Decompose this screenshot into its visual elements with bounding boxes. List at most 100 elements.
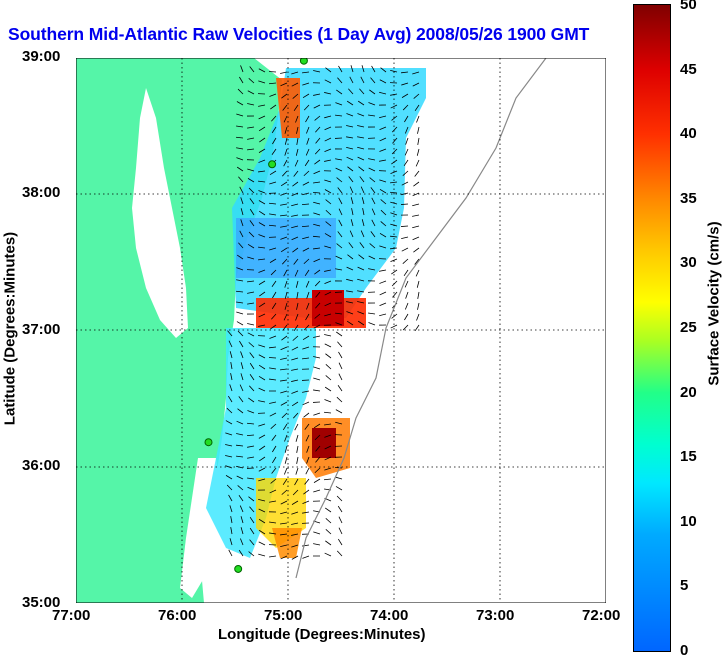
velocity-vector — [239, 186, 244, 194]
velocity-vector — [236, 433, 244, 436]
velocity-vector — [346, 301, 354, 304]
velocity-vector — [292, 489, 299, 496]
velocity-vector — [324, 386, 332, 392]
velocity-vector — [314, 434, 321, 441]
colorbar-tick: 20 — [680, 384, 697, 401]
velocity-vector — [237, 330, 244, 337]
velocity-vector — [269, 346, 277, 349]
velocity-vector — [291, 236, 299, 241]
velocity-vector — [284, 148, 288, 156]
velocity-vector — [346, 320, 354, 326]
velocity-vector — [284, 280, 288, 288]
velocity-vector — [324, 159, 332, 162]
velocity-vector — [401, 236, 409, 240]
velocity-vector — [227, 330, 233, 337]
velocity-vector — [280, 500, 288, 505]
velocity-vector — [258, 518, 266, 524]
velocity-vector — [404, 148, 409, 156]
map-title: Southern Mid-Atlantic Raw Velocities (1 … — [8, 24, 590, 44]
velocity-vector — [380, 199, 387, 205]
velocity-vector — [269, 412, 277, 417]
velocity-vector — [417, 291, 420, 299]
velocity-vector — [258, 498, 266, 502]
velocity-vector — [269, 93, 277, 97]
velocity-vector — [359, 176, 365, 183]
velocity-vector — [269, 258, 277, 263]
velocity-vector — [283, 313, 288, 321]
velocity-vector — [324, 269, 332, 272]
velocity-vector — [282, 170, 288, 177]
velocity-vector — [390, 235, 398, 238]
velocity-vector — [247, 90, 255, 95]
velocity-vector — [413, 181, 420, 187]
velocity-vector — [335, 114, 343, 117]
velocity-vector — [337, 187, 343, 194]
velocity-vector — [370, 187, 376, 194]
velocity-vector — [236, 455, 244, 458]
velocity-vector — [236, 101, 244, 106]
colorbar-tick: 5 — [680, 577, 689, 594]
velocity-vector — [357, 146, 365, 150]
velocity-vector — [225, 420, 233, 425]
velocity-vector — [379, 126, 387, 131]
velocity-vector — [324, 233, 332, 238]
velocity-vector — [325, 353, 332, 359]
velocity-vector — [313, 423, 321, 429]
velocity-vector — [302, 236, 310, 240]
velocity-vector — [269, 532, 277, 535]
velocity-vector — [283, 467, 288, 475]
velocity-vector — [336, 89, 343, 95]
velocity-vector — [358, 254, 365, 260]
radar-station-marker — [234, 564, 243, 573]
grid-lines — [76, 58, 606, 603]
velocity-vector — [249, 527, 255, 535]
velocity-vector — [357, 290, 365, 293]
velocity-vector — [293, 104, 299, 112]
velocity-vector — [293, 324, 299, 332]
velocity-vector — [346, 113, 354, 117]
velocity-vector — [280, 533, 288, 536]
velocity-vector — [348, 242, 354, 249]
velocity-vector — [258, 508, 266, 513]
velocity-vector — [302, 555, 310, 559]
velocity-vector — [313, 258, 321, 263]
velocity-vector — [247, 291, 255, 294]
velocity-vector — [379, 280, 387, 284]
velocity-vector — [346, 311, 354, 315]
velocity-vector — [258, 180, 266, 183]
velocity-vector — [360, 230, 365, 238]
velocity-vector — [361, 65, 365, 73]
velocity-vector — [357, 278, 365, 282]
velocity-vector — [284, 291, 288, 299]
velocity-vector — [259, 137, 266, 143]
velocity-vector — [401, 71, 409, 74]
velocity-vector — [291, 533, 299, 536]
velocity-vector — [249, 516, 255, 524]
velocity-vector — [325, 529, 332, 535]
velocity-vector — [306, 291, 310, 299]
velocity-vector — [225, 465, 233, 469]
velocity-vector — [336, 495, 343, 502]
velocity-vector — [392, 137, 398, 144]
velocity-vector — [362, 208, 365, 216]
velocity-vector — [338, 362, 343, 370]
velocity-vector — [390, 69, 398, 73]
hf-radar-stations — [204, 58, 308, 573]
velocity-vector — [227, 395, 233, 403]
velocity-vector — [247, 137, 255, 140]
velocity-vector — [236, 254, 244, 260]
velocity-vector — [313, 356, 321, 359]
velocity-vector — [368, 312, 376, 315]
velocity-vector — [414, 258, 420, 265]
velocity-vector — [294, 269, 299, 277]
velocity-vector — [335, 255, 343, 260]
velocity-vector — [280, 555, 288, 560]
velocity-vector — [325, 221, 332, 227]
velocity-vector — [305, 434, 310, 442]
velocity-vector — [338, 197, 343, 205]
colorbar-tick: 35 — [680, 190, 697, 207]
velocity-vector — [284, 302, 288, 310]
velocity-vector — [369, 243, 376, 249]
velocity-vector — [248, 496, 255, 502]
velocity-vector — [236, 147, 244, 150]
